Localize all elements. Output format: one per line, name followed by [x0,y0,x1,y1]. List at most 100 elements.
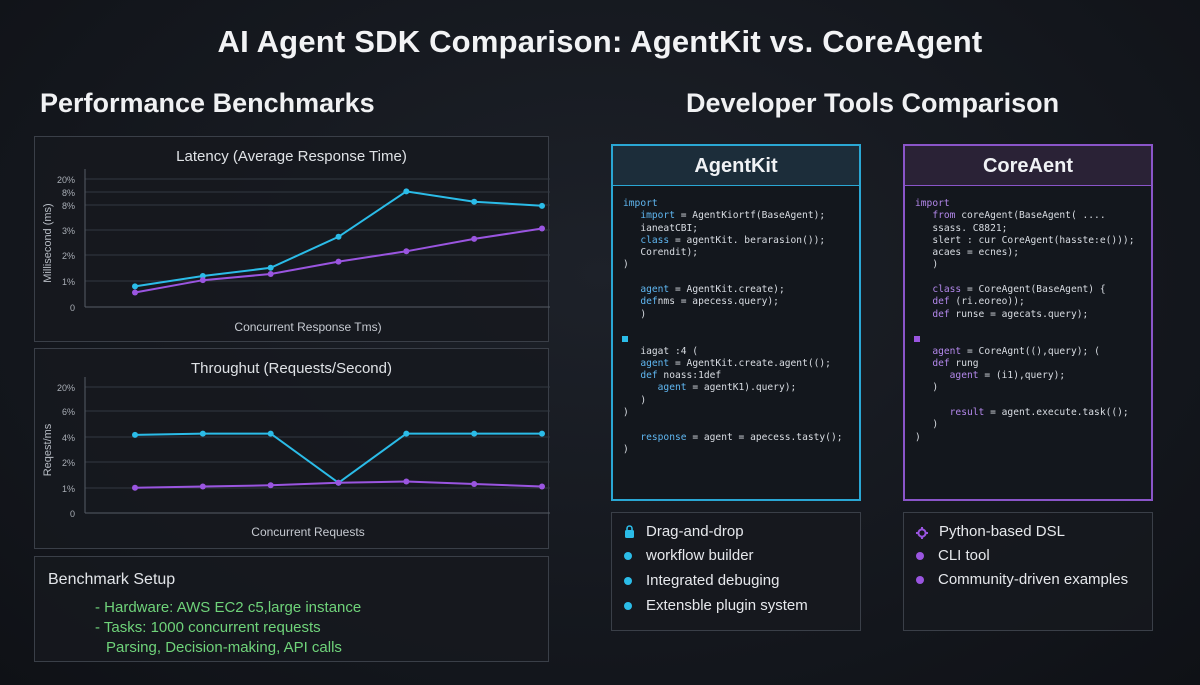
latency-chart: 0 1% 2% 3% 8% 8% 20% Millisecond (ms) Concurrent… [42,169,550,334]
code-line [623,419,853,431]
code-line: slert : cur CoreAgent(hasste:e())); [915,234,1135,246]
code-line: acaes = ecnes); [915,247,1019,259]
throughput-chart: 0 1% 2% 4% 6% 20% Reqest/ms Concurrent Requests [42,377,550,539]
y-tick-label: 2% [62,251,75,261]
code-line [623,333,853,345]
agentkit-features-panel: Drag-and-drop workflow builder Integrate… [611,512,861,631]
coreagent-feature-item: Python-based DSL [916,523,1065,540]
code-line: import [623,198,658,209]
data-point [335,258,342,265]
agentkit-feature-item: workflow builder [624,547,754,564]
dot-icon [624,601,632,610]
y-axis-label: Reqest/ms [42,423,54,476]
y-tick-label: 1% [62,277,75,287]
code-line: agent = agentK1).query); [657,382,797,394]
y-tick-label: 2% [62,458,75,468]
coreagent-code-sample: import from coreAgent(BaseAgent( .... ss… [915,198,1145,444]
y-tick-label: 6% [62,407,75,417]
data-point [199,483,206,490]
coreagent-feature-label: Community-driven examples [938,571,1129,588]
code-line: agent = CoreAgnt((),query); ( [932,345,1100,357]
latency-chart-panel: Latency (Average Response Time) 0 1% 2% 3% 8… [34,136,550,342]
code-line: def rung [932,357,979,369]
code-line: agent = (i1),query); [949,370,1066,382]
data-point [539,202,545,209]
data-point [199,277,206,284]
agentkit-code-panel: AgentKit import import = AgentKiortf(Bas… [611,144,861,501]
agentkit-feature-label: Integrated debuging [646,572,780,589]
code-line: agent = AgentKit.create.agent((); [640,357,831,369]
dot-icon [624,576,632,585]
benchmark-setup-panel: Benchmark Setup - Hardware: AWS EC2 c5,l… [34,556,549,662]
code-line: ) [915,382,939,394]
code-line: ianeatCBI; [623,222,699,234]
performance-section-title: Performance Benchmarks [40,88,375,118]
agentkit-line-marker-icon [622,336,628,342]
coreagent-line-marker-icon [914,336,920,342]
agentkit-feature-item: Integrated debuging [624,572,779,589]
x-axis-label: Concurrent Response Tms) [234,320,381,334]
code-line [915,333,1145,345]
series-line [134,432,542,485]
coreagent-feature-label: Python-based DSL [939,523,1065,540]
data-point [335,233,342,240]
latency-chart-title: Latency (Average Response Time) [176,148,407,165]
data-point [539,483,545,490]
y-tick-label: 8% [62,188,75,198]
data-point [471,481,478,488]
coreagent-feature-item: CLI tool [916,547,990,564]
setup-line-workload: Parsing, Decision-making, API calls [106,639,342,656]
y-tick-label: 20% [57,175,75,185]
throughput-chart-title: Throughut (Requests/Second) [191,360,392,377]
y-axis-label: Millisecond (ms) [42,203,54,282]
setup-line-tasks: - Tasks: 1000 concurrent requests [95,619,321,636]
data-point [471,430,478,437]
code-line: class = agentKit. berarasion()); [640,234,826,246]
data-point [132,289,138,296]
coreagent-header: CoreAent [905,146,1151,186]
code-line [623,272,853,284]
y-tick-label: 0 [70,303,75,313]
y-tick-label: 3% [62,226,75,236]
agentkit-feature-item: Drag-and-drop [624,523,744,540]
code-line: defnms = apecess.query); [640,296,779,308]
data-point [403,430,410,437]
agentkit-header: AgentKit [613,146,859,186]
tools-section-title: Developer Tools Comparison [686,88,1060,118]
data-point [335,479,342,486]
y-tick-label: 20% [57,383,75,393]
code-line: ) [623,407,629,419]
data-point [199,273,206,280]
code-line: iagat :4 ( [623,345,699,357]
y-tick-label: 4% [62,433,75,443]
dot-icon [916,551,924,560]
code-line [915,321,1145,333]
gear-icon [916,526,928,539]
code-line [915,272,1145,284]
data-point [267,264,274,271]
coreagent-feature-label: CLI tool [938,547,990,564]
coreagent-code-panel: CoreAent import from coreAgent(BaseAgent… [903,144,1153,501]
dot-icon [916,575,924,584]
code-line: response = agent = apecess.tasty(); [640,431,843,443]
agentkit-feature-item: Extensble plugin system [624,597,808,614]
data-point [267,482,274,489]
code-line: ) [915,419,939,431]
data-point [132,283,138,290]
agentkit-code-sample: import import = AgentKiortf(BaseAgent); … [623,198,853,456]
x-axis-label: Concurrent Requests [251,525,364,539]
agentkit-feature-label: workflow builder [646,547,754,564]
setup-line-hardware: - Hardware: AWS EC2 c5,large instance [95,599,362,616]
code-line: from coreAgent(BaseAgent( .... [932,210,1106,222]
code-line: ) [623,394,647,406]
data-point [539,225,545,232]
code-line: import = AgentKiortf(BaseAgent); [640,210,826,222]
data-point [132,431,138,438]
data-point [471,235,478,242]
code-line: ) [623,443,629,455]
code-line: ) [915,259,939,271]
lock-icon [624,525,635,538]
data-point [471,198,478,205]
page-title: AI Agent SDK Comparison: AgentKit vs. Co… [217,24,983,59]
benchmark-setup-title: Benchmark Setup [48,571,176,588]
